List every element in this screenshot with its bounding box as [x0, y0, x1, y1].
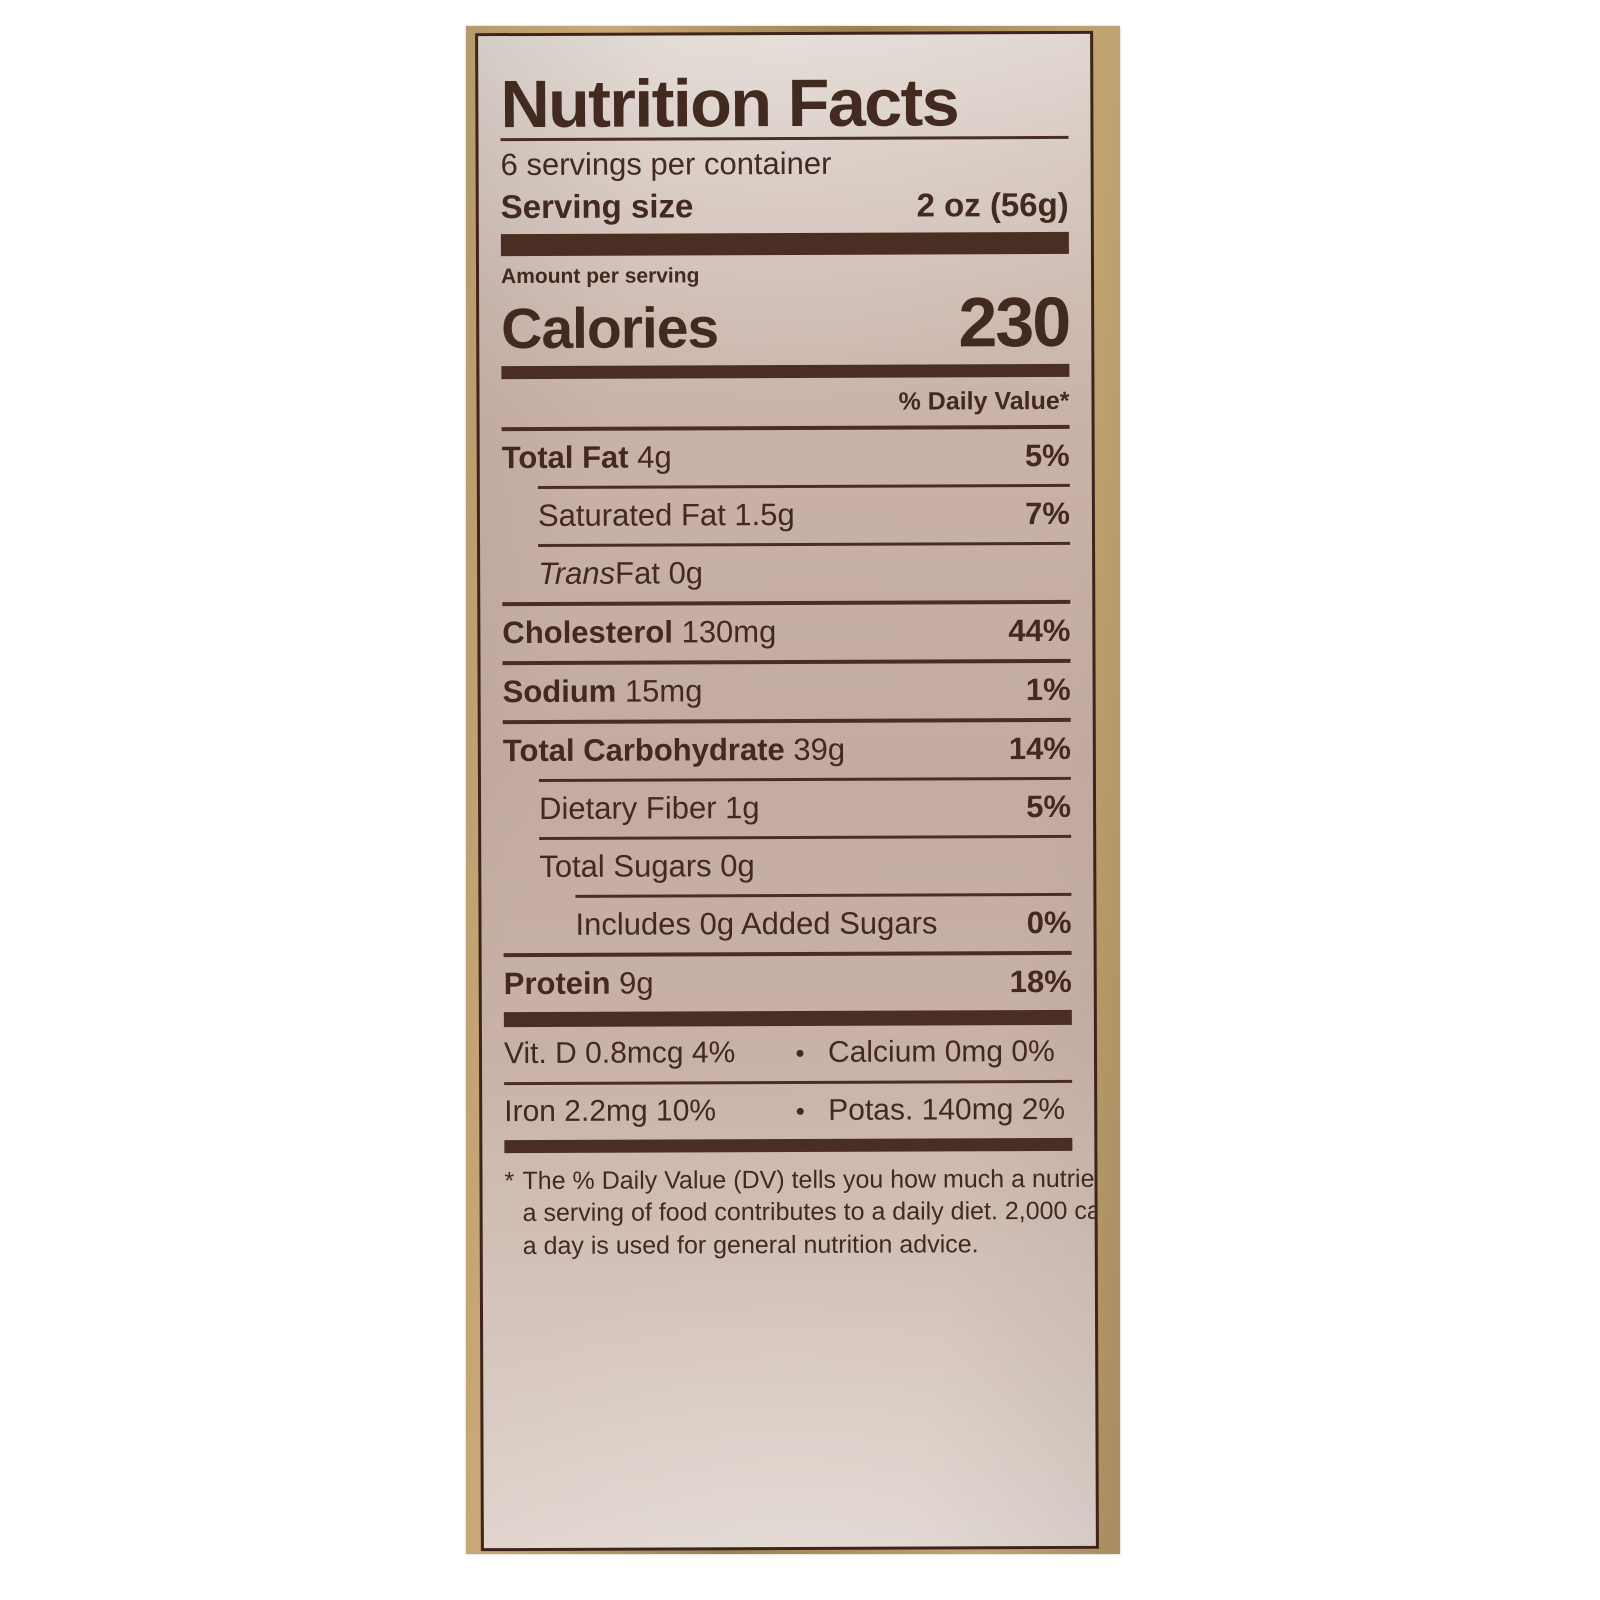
nutrient-name: Protein [503, 965, 611, 1001]
calories-value: 230 [958, 282, 1070, 361]
thick-bar-above-calories [500, 231, 1069, 256]
nutrient-name: Includes 0g Added Sugars [575, 904, 938, 942]
nutrient-amount: 39g [784, 731, 846, 767]
footnote-line: The % Daily Value (DV) tells you how muc… [522, 1164, 1096, 1195]
micronutrient-row: Iron 2.2mg 10% • Potas. 140mg 2% [504, 1082, 1072, 1139]
nutrient-name-amount: Saturated Fat 1.5g [538, 496, 795, 533]
nutrient-name: Dietary Fiber [538, 789, 717, 826]
nutrient-row: Total Carbohydrate 39g 14% [503, 721, 1071, 778]
nutrient-amount: 0g [659, 554, 704, 590]
servings-per-container: 6 servings per container [500, 145, 832, 182]
micronutrient-table: Vit. D 0.8mcg 4% • Calcium 0mg 0% Iron 2.2m… [504, 1024, 1073, 1139]
calories-label: Calories [501, 295, 719, 361]
calories-row: Calories 230 [501, 282, 1070, 366]
nutrient-daily-value: 5% [1026, 788, 1072, 824]
label-frame-border: Nutrition Facts 6 servings per container… [475, 30, 1099, 1552]
nutrient-name-amount: Total Carbohydrate 39g [503, 731, 845, 768]
nutrient-name-amount: Protein 9g [504, 965, 654, 1002]
nutrient-row: Dietary Fiber 1g 5% [503, 779, 1071, 836]
bullet-separator-icon: • [795, 1095, 805, 1126]
page-title: Nutrition Facts [500, 65, 959, 143]
nutrient-amount: 1.5g [725, 496, 795, 532]
nutrient-daily-value: 5% [1024, 437, 1070, 473]
nutrient-row: Sodium 15mg 1% [503, 662, 1071, 719]
footnote-line: a day is used for general nutrition advi… [522, 1229, 979, 1260]
nutrient-row: Cholesterol 130mg 44% [502, 603, 1070, 660]
nutrient-row: Protein 9g 18% [504, 954, 1072, 1011]
nutrient-name-amount: Total Sugars 0g [539, 848, 755, 885]
bullet-separator-icon: • [795, 1037, 805, 1068]
label-content: Nutrition Facts 6 servings per container… [500, 34, 1096, 1262]
nutrient-amount: 9g [610, 965, 654, 1001]
nutrient-name-amount: Cholesterol 130mg [502, 614, 776, 651]
nutrient-name-amount: Trans Fat 0g [538, 555, 703, 592]
nutrient-name: Total Carbohydrate [502, 731, 785, 768]
nutrient-daily-value: 0% [1026, 904, 1072, 940]
nutrient-name-amount: Dietary Fiber 1g [539, 790, 760, 827]
micronutrient-right: Calcium 0mg 0% [827, 1034, 1055, 1069]
nutrient-italic-prefix: Trans [538, 555, 616, 591]
nutrient-amount: 4g [628, 438, 672, 475]
nutrient-amount: 0g [711, 847, 755, 883]
nutrient-name: Sodium [502, 673, 617, 709]
micronutrient-right: Potas. 140mg 2% [828, 1092, 1066, 1127]
micronutrient-left: Vit. D 0.8mcg 4% [503, 1035, 736, 1070]
footnote-asterisk: * [504, 1166, 515, 1195]
nutrition-facts-label: Nutrition Facts 6 servings per container… [478, 33, 1096, 1549]
nutrient-amount: 15mg [616, 672, 703, 709]
footnote-text: The % Daily Value (DV) tells you how muc… [504, 1162, 1096, 1262]
nutrient-name: Total Sugars [539, 847, 712, 884]
nutrient-daily-value: 44% [1008, 612, 1071, 648]
package-edge: Nutrition Facts 6 servings per container… [466, 26, 1120, 1554]
nutrient-name: Saturated Fat [537, 496, 726, 533]
serving-size-value: 2 oz (56g) [916, 185, 1069, 224]
nutrient-row: Total Sugars 0g [503, 837, 1071, 894]
nutrient-amount: 1g [716, 789, 760, 825]
nutrient-name: Cholesterol [502, 613, 673, 650]
micronutrient-left: Iron 2.2mg 10% [504, 1093, 717, 1128]
nutrient-name: Total Fat [501, 439, 629, 475]
nutrient-row: Trans Fat 0g [502, 544, 1070, 601]
nutrient-name: Fat [615, 554, 660, 591]
nutrient-daily-value: 7% [1025, 495, 1071, 531]
nutrient-row: Includes 0g Added Sugars 0% [503, 895, 1071, 952]
daily-value-footnote: * The % Daily Value (DV) tells you how m… [504, 1150, 1096, 1262]
nutrient-daily-value: 18% [1009, 963, 1072, 999]
nutrient-daily-value: 14% [1008, 730, 1071, 766]
footnote-line: a serving of food contributes to a daily… [522, 1196, 1096, 1228]
serving-size-row: Serving size 2 oz (56g) [501, 180, 1069, 234]
nutrient-daily-value: 1% [1025, 671, 1071, 707]
nutrient-row: Total Fat 4g 5% [502, 428, 1070, 485]
daily-value-header: % Daily Value* [898, 386, 1070, 416]
nutrient-amount: 130mg [672, 613, 777, 649]
nutrient-table: Total Fat 4g 5% Saturated Fat 1.5g 7% Trans … [501, 424, 1072, 1011]
micronutrient-row: Vit. D 0.8mcg 4% • Calcium 0mg 0% [504, 1024, 1072, 1081]
nutrient-row: Saturated Fat 1.5g 7% [502, 486, 1070, 543]
nutrient-name-amount: Includes 0g Added Sugars [575, 905, 937, 942]
serving-size-label: Serving size [500, 187, 694, 225]
nutrient-name-amount: Total Fat 4g [502, 439, 672, 476]
nutrient-name-amount: Sodium 15mg [503, 673, 703, 710]
